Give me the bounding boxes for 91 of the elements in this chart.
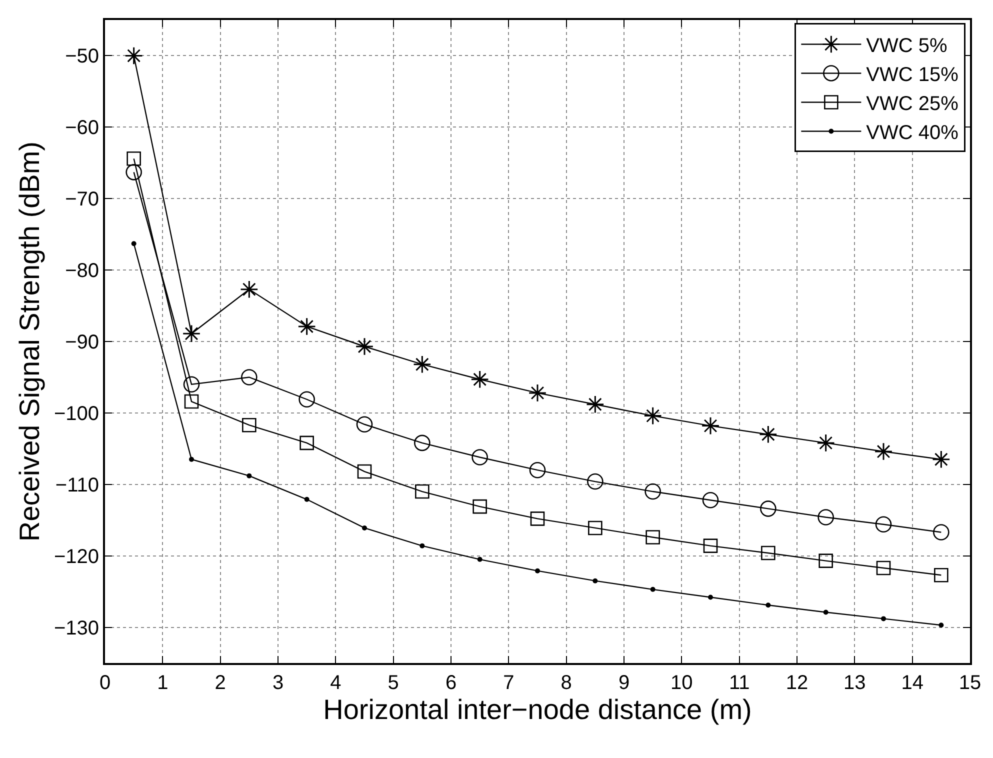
point	[876, 560, 891, 576]
x-tick-label: 14	[901, 672, 924, 694]
y-tick-label: −130	[54, 617, 99, 640]
point	[189, 456, 194, 462]
point	[470, 370, 489, 389]
point	[529, 462, 546, 478]
point	[356, 416, 373, 433]
point	[415, 484, 430, 499]
point	[413, 355, 432, 374]
point	[298, 317, 316, 336]
x-tick-label: 5	[388, 672, 399, 694]
point	[131, 241, 136, 246]
point	[298, 391, 315, 408]
y-tick-label: −120	[54, 546, 99, 568]
point	[881, 616, 886, 622]
point	[760, 500, 776, 517]
point	[644, 406, 662, 425]
y-tick-label: −110	[55, 474, 99, 496]
point	[702, 492, 719, 508]
point	[414, 434, 430, 452]
point	[875, 516, 892, 533]
legend-label: VWC 40%	[866, 122, 959, 144]
point	[477, 556, 482, 562]
point	[646, 530, 660, 544]
point	[823, 610, 828, 615]
point	[124, 46, 143, 65]
x-tick-label: 15	[958, 672, 982, 694]
point	[530, 512, 545, 526]
x-tick-label: 1	[157, 672, 168, 694]
point	[472, 499, 487, 514]
x-tick-label: 7	[503, 672, 514, 694]
legend-label: VWC 25%	[866, 93, 959, 116]
x-axis-title: Horizontal inter−node distance (m)	[323, 694, 752, 725]
point	[246, 473, 252, 478]
point	[182, 324, 201, 343]
legend-label: VWC 5%	[866, 35, 948, 58]
x-tick-label: 2	[214, 672, 226, 694]
point	[300, 436, 314, 450]
point	[362, 525, 367, 530]
point	[588, 520, 602, 536]
y-tick-label: −60	[65, 117, 99, 140]
point	[701, 416, 720, 435]
x-tick-label: 4	[330, 672, 342, 694]
y-tick-label: −100	[54, 402, 99, 425]
point	[816, 434, 835, 452]
point	[420, 543, 425, 548]
point	[357, 464, 372, 479]
y-tick-label: −50	[65, 46, 99, 68]
point	[818, 509, 834, 526]
point	[528, 384, 547, 402]
point	[183, 376, 200, 393]
point	[818, 554, 833, 568]
point	[587, 473, 604, 490]
point	[708, 594, 713, 600]
point	[938, 622, 944, 628]
point	[184, 394, 199, 409]
point	[650, 586, 656, 592]
point	[304, 496, 310, 502]
point	[932, 450, 950, 469]
point	[535, 568, 540, 574]
y-tick-label: −80	[65, 260, 99, 282]
point	[241, 369, 258, 386]
x-tick-label: 3	[272, 672, 284, 694]
y-tick-label: −90	[65, 332, 99, 354]
point	[242, 418, 256, 432]
point	[766, 602, 771, 608]
x-tick-label: 9	[618, 672, 630, 694]
x-tick-label: 0	[99, 672, 111, 694]
x-tick-label: 10	[670, 672, 693, 694]
x-tick-label: 8	[560, 672, 572, 694]
point	[933, 524, 950, 540]
point	[874, 442, 893, 461]
x-tick-label: 12	[786, 672, 808, 694]
y-axis-title: Received Signal Strength (dBm)	[14, 142, 46, 542]
point	[355, 337, 374, 356]
point	[934, 568, 948, 582]
point	[761, 546, 776, 560]
y-tick-label: −70	[65, 188, 99, 211]
legend-label: VWC 15%	[866, 64, 959, 86]
point	[644, 483, 661, 500]
point	[703, 538, 718, 553]
x-tick-label: 13	[844, 672, 866, 694]
point	[240, 280, 258, 298]
point	[592, 578, 598, 584]
x-tick-label: 6	[445, 672, 457, 694]
point	[126, 151, 141, 166]
point	[586, 395, 604, 414]
point	[472, 449, 488, 466]
x-tick-label: 11	[728, 672, 750, 694]
point	[126, 164, 142, 180]
point	[759, 425, 778, 444]
